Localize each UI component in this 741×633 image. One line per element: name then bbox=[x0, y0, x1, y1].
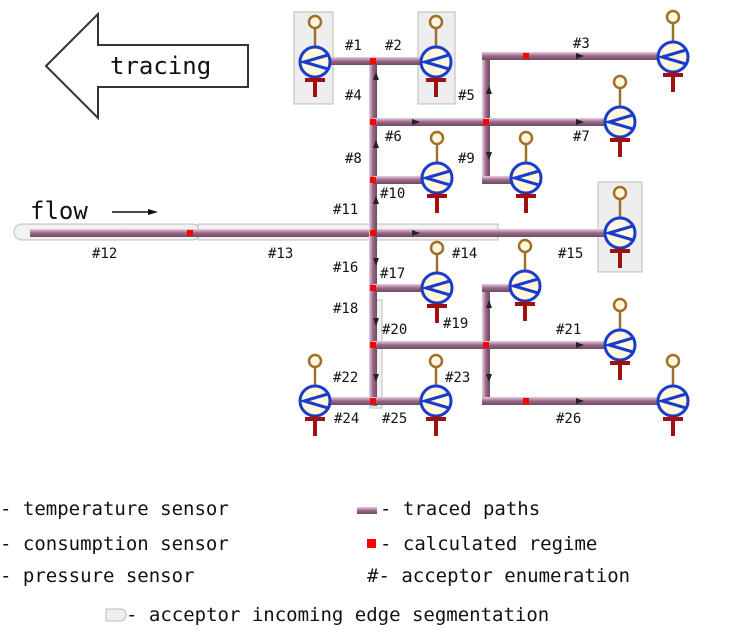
node-label-22: #22 bbox=[333, 370, 358, 386]
legend-consumption: - consumption sensor bbox=[0, 533, 229, 555]
node-label-14: #14 bbox=[452, 246, 477, 262]
node-label-15: #15 bbox=[558, 246, 583, 262]
flow-indicator: flow bbox=[30, 197, 158, 225]
consumer-sensor-group-9 bbox=[509, 130, 543, 215]
node-label-11: #11 bbox=[333, 202, 358, 218]
node-label-21: #21 bbox=[556, 322, 581, 338]
legend-enumeration: #- acceptor enumeration bbox=[367, 565, 630, 587]
consumer-sensor-group-26 bbox=[656, 353, 690, 438]
node-label-24: #24 bbox=[334, 411, 359, 427]
node-labels: #1 #2 #3 #4 #5 #6 #7 #8 #9 #10 #11 #12 #… bbox=[92, 36, 590, 427]
node-label-4: #4 bbox=[345, 88, 362, 104]
consumer-sensor-group-21 bbox=[603, 297, 637, 382]
node-label-16: #16 bbox=[333, 260, 358, 276]
consumer-sensor-group-25 bbox=[419, 353, 453, 438]
consumer-sensor-group-24 bbox=[298, 353, 332, 438]
flow-label: flow bbox=[30, 197, 88, 225]
pipes bbox=[30, 52, 682, 406]
node-label-20: #20 bbox=[382, 322, 407, 338]
legend-segmentation-swatch bbox=[105, 608, 127, 622]
node-label-9: #9 bbox=[458, 151, 475, 167]
node-label-23: #23 bbox=[445, 370, 470, 386]
node-label-25: #25 bbox=[382, 411, 407, 427]
tracing-label: tracing bbox=[110, 52, 211, 80]
node-label-2: #2 bbox=[385, 38, 402, 54]
node-label-19: #19 bbox=[443, 316, 468, 332]
node-label-18: #18 bbox=[333, 301, 358, 317]
legend-pressure: - pressure sensor bbox=[0, 565, 194, 587]
tracing-arrow: tracing bbox=[44, 11, 249, 121]
node-label-13: #13 bbox=[268, 246, 293, 262]
node-label-12: #12 bbox=[92, 246, 117, 262]
node-label-10: #10 bbox=[380, 186, 405, 202]
legend-temperature: - temperature sensor bbox=[0, 498, 229, 520]
legend-regime-swatch bbox=[367, 539, 376, 548]
consumer-sensor-group-7 bbox=[603, 74, 637, 159]
node-label-7: #7 bbox=[573, 129, 590, 145]
node-label-3: #3 bbox=[573, 36, 590, 52]
node-label-8: #8 bbox=[345, 151, 362, 167]
node-label-5: #5 bbox=[458, 88, 475, 104]
legend-regime: - calculated regime bbox=[380, 533, 597, 555]
flow-arrows bbox=[373, 53, 584, 404]
legend-traced-swatch bbox=[357, 507, 377, 514]
node-label-1: #1 bbox=[345, 38, 362, 54]
consumer-sensor-group-3 bbox=[656, 9, 690, 94]
consumer-sensor-group-10 bbox=[420, 130, 454, 215]
legend-traced: - traced paths bbox=[380, 498, 540, 520]
node-label-6: #6 bbox=[385, 129, 402, 145]
legend-segmentation: - acceptor incoming edge segmentation bbox=[126, 604, 549, 626]
consumer-sensor-group-19 bbox=[508, 238, 542, 323]
regime-markers bbox=[187, 53, 529, 404]
node-label-17: #17 bbox=[380, 266, 405, 282]
legend: - temperature sensor - consumption senso… bbox=[0, 498, 630, 626]
node-label-26: #26 bbox=[556, 411, 581, 427]
consumer-sensor-group-17 bbox=[420, 240, 454, 325]
